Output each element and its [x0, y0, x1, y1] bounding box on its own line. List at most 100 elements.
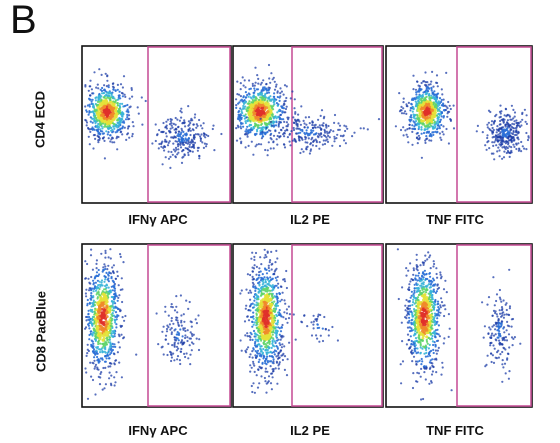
- event-point: [498, 155, 501, 158]
- event-point: [260, 89, 263, 92]
- event-point: [179, 109, 182, 113]
- event-point: [104, 278, 107, 281]
- event-point: [165, 127, 168, 130]
- event-point: [339, 134, 342, 137]
- event-point: [254, 145, 257, 148]
- event-point: [305, 129, 308, 132]
- event-point: [91, 302, 94, 305]
- event-point: [91, 128, 94, 131]
- event-point: [416, 309, 420, 313]
- event-point: [235, 127, 238, 130]
- flow-plot-r1-c1: [232, 243, 384, 408]
- event-point: [278, 292, 281, 295]
- event-point: [270, 268, 273, 271]
- event-point: [265, 391, 268, 394]
- event-point: [264, 96, 267, 99]
- event-point: [515, 143, 518, 146]
- event-point: [288, 341, 291, 344]
- event-point: [121, 316, 124, 319]
- event-point: [116, 275, 119, 278]
- event-point: [255, 273, 258, 276]
- event-point: [175, 305, 178, 308]
- event-point: [274, 115, 277, 118]
- event-point: [111, 91, 114, 94]
- event-point: [442, 133, 445, 136]
- event-point: [283, 299, 286, 302]
- event-point: [498, 149, 501, 152]
- event-point: [110, 115, 113, 119]
- event-point: [163, 149, 166, 152]
- event-point: [162, 146, 165, 149]
- event-point: [188, 145, 191, 148]
- event-point: [242, 104, 245, 108]
- event-point: [510, 104, 513, 107]
- event-point: [187, 137, 190, 140]
- event-point: [407, 269, 410, 272]
- event-point: [304, 141, 307, 144]
- event-point: [270, 250, 273, 253]
- event-point: [212, 124, 215, 127]
- event-point: [262, 95, 265, 98]
- event-point: [189, 363, 192, 366]
- event-point: [243, 107, 246, 110]
- event-point: [127, 125, 130, 128]
- event-point: [269, 259, 272, 262]
- event-point: [276, 111, 279, 114]
- event-point: [116, 270, 119, 273]
- event-point: [278, 96, 281, 99]
- event-point: [248, 355, 251, 359]
- event-point: [285, 286, 288, 290]
- event-point: [107, 137, 110, 140]
- event-point: [402, 101, 405, 104]
- event-point: [105, 100, 109, 104]
- event-point: [96, 296, 99, 299]
- event-point: [400, 321, 403, 324]
- event-point: [424, 319, 428, 323]
- event-point: [428, 97, 431, 100]
- event-point: [366, 128, 369, 131]
- event-point: [108, 289, 111, 292]
- event-point: [111, 96, 114, 99]
- event-point: [427, 292, 430, 295]
- event-point: [423, 90, 426, 93]
- event-point: [269, 120, 273, 124]
- event-point: [97, 368, 100, 371]
- event-point: [106, 294, 109, 297]
- event-point: [193, 141, 197, 144]
- event-point: [426, 128, 429, 131]
- event-point: [183, 153, 186, 156]
- event-point: [167, 326, 170, 329]
- event-point: [239, 339, 242, 342]
- event-point: [301, 138, 304, 141]
- event-point: [338, 128, 341, 131]
- event-point: [87, 324, 90, 327]
- event-point: [113, 287, 117, 290]
- event-point: [421, 93, 424, 97]
- event-point: [261, 352, 264, 356]
- event-point: [273, 310, 276, 313]
- event-point: [257, 94, 260, 97]
- event-point: [410, 343, 413, 346]
- event-point: [173, 341, 176, 344]
- event-point: [177, 135, 180, 138]
- event-point: [512, 139, 515, 142]
- event-point: [490, 120, 494, 123]
- event-point: [413, 308, 416, 311]
- event-point: [312, 327, 315, 330]
- event-point: [277, 115, 280, 118]
- event-point: [439, 273, 442, 276]
- event-point: [517, 142, 520, 145]
- event-point: [90, 296, 93, 299]
- event-point: [267, 91, 271, 94]
- event-point: [502, 132, 505, 136]
- event-point: [242, 84, 245, 87]
- event-point: [246, 273, 249, 276]
- event-point: [242, 96, 245, 99]
- event-point: [435, 74, 439, 77]
- event-point: [514, 127, 517, 130]
- event-point: [276, 297, 279, 301]
- event-point: [96, 286, 99, 289]
- event-point: [195, 322, 198, 325]
- event-point: [427, 90, 430, 93]
- event-point: [326, 140, 330, 143]
